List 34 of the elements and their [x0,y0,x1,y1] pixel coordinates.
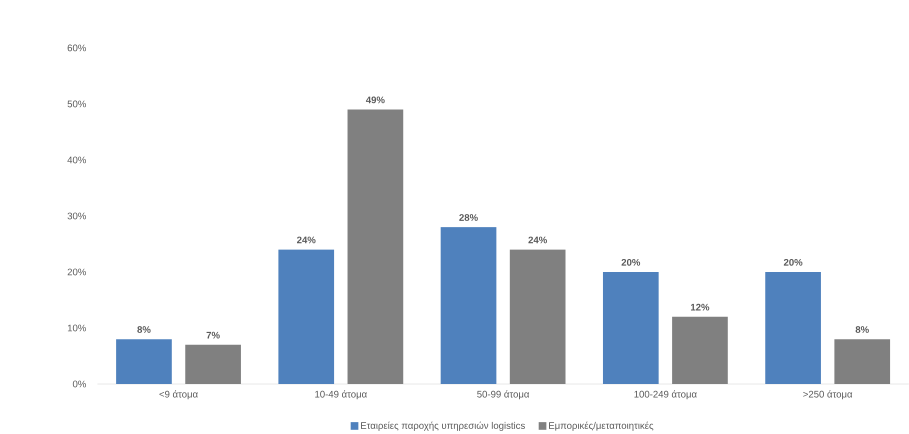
y-tick-label: 30% [68,212,86,220]
data-label: 20% [784,258,802,266]
x-tick-label: 10-49 άτομα [315,390,367,400]
bar [602,272,659,384]
bar [278,250,334,384]
bar [348,109,404,384]
data-label: 8% [137,326,151,333]
bar [440,227,496,384]
data-label: 7% [206,332,220,338]
bar [672,316,728,384]
data-label: 8% [856,326,869,333]
y-tick-label: 0% [72,380,86,388]
bar [116,339,172,384]
legend-label: Εμπορικές/μεταποιητικές [549,422,654,431]
x-tick-label: >250 άτομα [803,390,852,400]
y-tick-label: 60% [68,44,86,52]
y-tick-label: 10% [68,324,86,332]
data-label: 20% [622,258,640,266]
legend-label: Εταιρείες παροχής υπηρεσιών logistics [361,422,525,431]
data-label: 12% [690,304,710,310]
data-label: 49% [366,96,385,104]
y-tick-label: 40% [67,156,86,164]
y-tick-label: 20% [68,268,86,276]
x-tick-label: 100-249 άτομα [634,390,697,400]
y-tick-label: 50% [68,100,86,108]
x-tick-label: 50-99 άτομα [477,390,530,400]
bar [510,250,566,384]
bar [765,272,821,384]
data-label: 24% [296,236,316,244]
bar [185,344,241,384]
x-tick-label: <9 άτομα [159,390,198,400]
data-label: 24% [528,236,547,244]
bar [834,339,890,384]
data-label: 28% [459,214,478,221]
